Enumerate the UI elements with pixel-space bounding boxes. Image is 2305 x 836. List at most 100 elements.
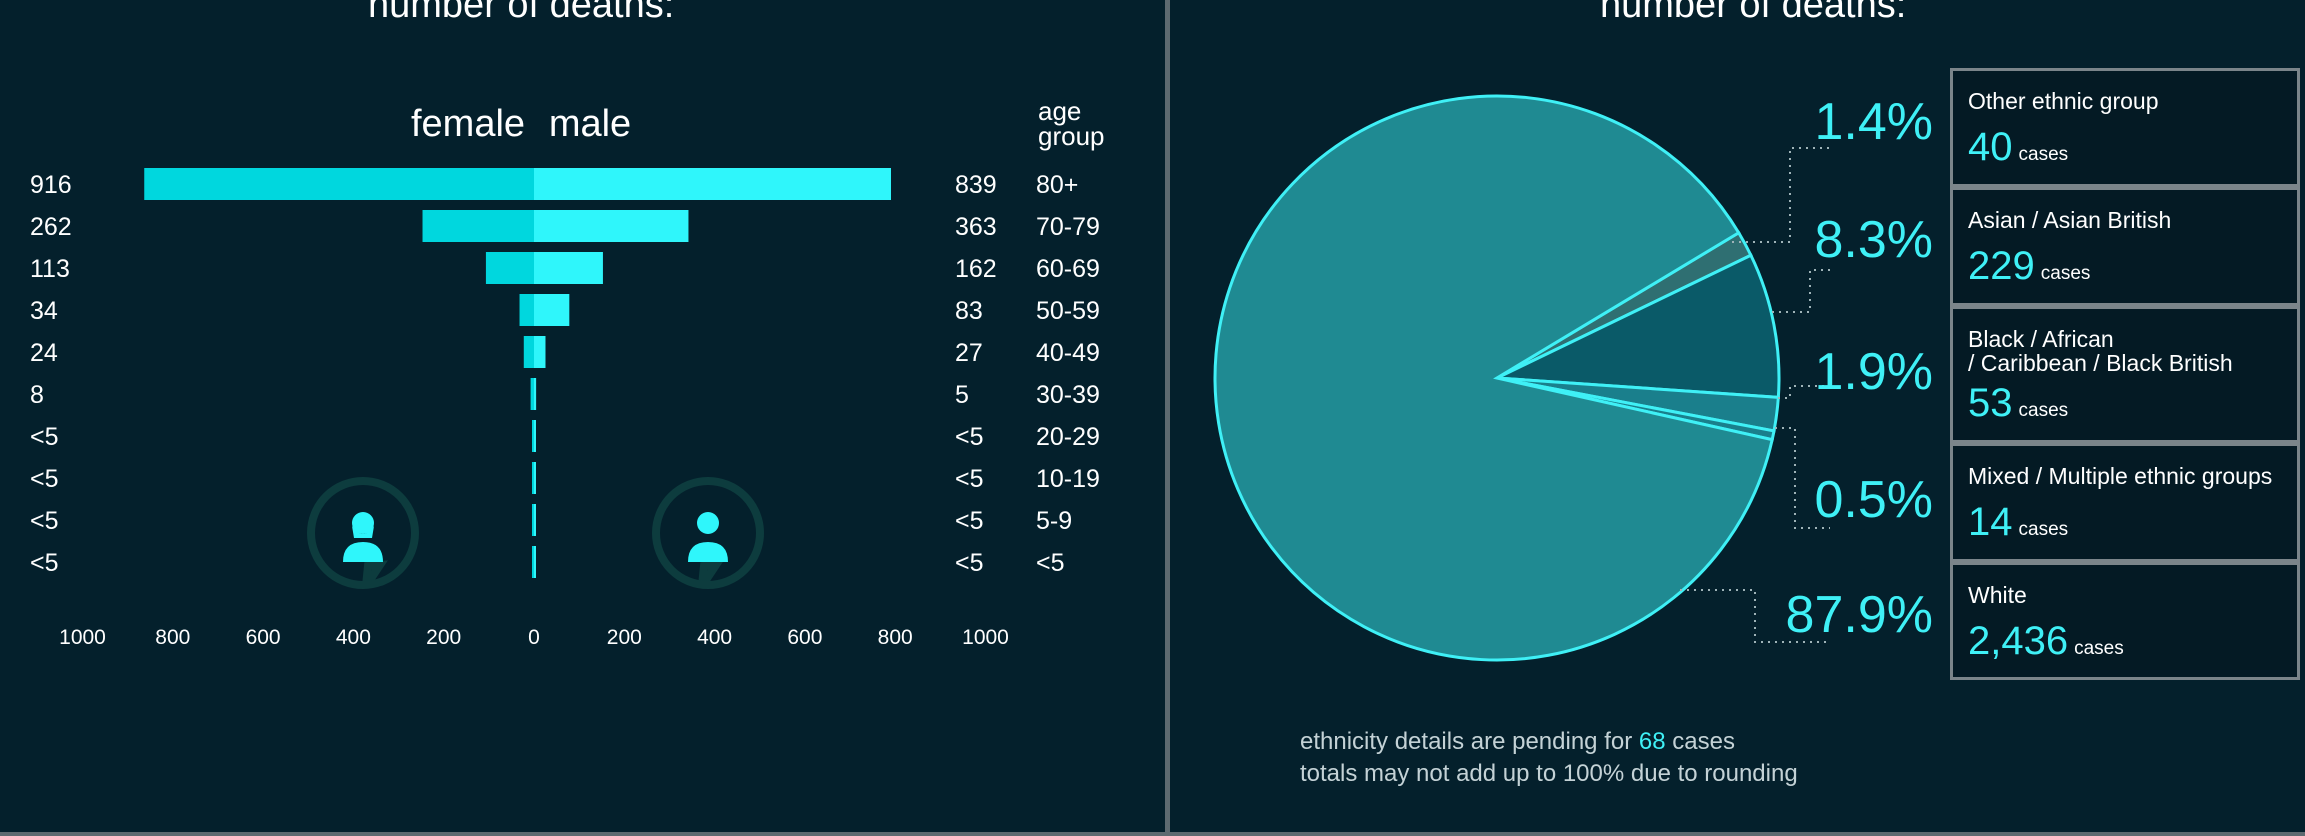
person-icons	[307, 477, 764, 589]
female-value-label: 8	[30, 381, 44, 409]
percent-label: 8.3%	[1814, 211, 1933, 269]
legend-unit: cases	[2040, 263, 2091, 284]
male-bar	[534, 546, 536, 578]
male-value-label: 839	[955, 171, 997, 199]
female-bar	[519, 294, 534, 326]
x-tick-label: 800	[878, 626, 913, 649]
legend-count: 2,436 cases	[1968, 619, 2124, 663]
legend-entry: Mixed / Multiple ethnic groups 14 cases	[1950, 443, 2300, 562]
age-group-label: 80+	[1036, 171, 1078, 199]
female-value-label: 113	[30, 255, 70, 283]
male-bar	[534, 378, 537, 410]
pie-slice	[1491, 253, 1781, 399]
age-group-label: 40-49	[1036, 339, 1100, 367]
leader-line	[1778, 385, 1830, 399]
legend-entry: Black / African / Caribbean / Black Briti…	[1950, 306, 2300, 443]
male-series-label: male	[549, 103, 631, 145]
female-value-label: 262	[30, 213, 72, 241]
legend-entry: Asian / Asian British 229 cases	[1950, 187, 2300, 306]
pending-note: ethnicity details are pending for 68 cas…	[1300, 728, 1735, 756]
legend-category-name: Black / African / Caribbean / Black Briti…	[1968, 326, 2233, 376]
legend-count: 14 cases	[1968, 500, 2069, 544]
male-value-label: 83	[955, 297, 983, 325]
age-group-label: 50-59	[1036, 297, 1100, 325]
left-panel	[0, 0, 1165, 832]
male-value-label: <5	[955, 423, 984, 451]
age-group-label: 10-19	[1036, 465, 1100, 493]
male-value-label: <5	[955, 549, 984, 577]
female-bar	[532, 546, 534, 578]
legend-count: 229 cases	[1968, 244, 2091, 288]
female-bar	[485, 252, 534, 284]
age-group-header: age group	[1038, 96, 1105, 151]
x-tick-label: 200	[426, 626, 461, 649]
percent-label: 1.9%	[1814, 343, 1933, 401]
x-tick-label: 1000	[962, 626, 1009, 649]
ethnicity-pie-chart	[1213, 94, 1830, 662]
female-series-label: female	[411, 103, 525, 145]
pie-slice	[1213, 94, 1774, 662]
leader-line	[1772, 269, 1830, 313]
age-group-label: 60-69	[1036, 255, 1100, 283]
male-value-label: <5	[955, 465, 984, 493]
male-bar	[534, 294, 570, 326]
female-bar	[532, 462, 534, 494]
x-tick-label: 800	[155, 626, 190, 649]
percent-label: 1.4%	[1814, 93, 1933, 151]
pending-count: 68	[1638, 728, 1666, 755]
female-value-label: <5	[30, 423, 59, 451]
bottom-divider	[0, 832, 2305, 836]
female-value-label: 34	[30, 297, 58, 325]
leader-line	[1732, 147, 1830, 243]
male-bar	[534, 210, 689, 242]
right-heading: number of deaths:	[1600, 0, 1907, 26]
age-group-label: <5	[1036, 549, 1065, 577]
x-tick-label: 600	[246, 626, 281, 649]
x-tick-label: 1000	[59, 626, 106, 649]
leader-line	[1775, 427, 1830, 529]
legend-category-name: White	[1968, 582, 2027, 608]
female-person-icon	[307, 477, 419, 589]
male-value-label: 363	[955, 213, 997, 241]
age-group-label: 70-79	[1036, 213, 1100, 241]
legend-unit: cases	[2018, 519, 2069, 540]
pending-note-suffix: cases	[1672, 728, 1735, 755]
x-tick-label: 600	[787, 626, 822, 649]
panel-divider	[1165, 0, 1170, 836]
age-group-label: 20-29	[1036, 423, 1100, 451]
rounding-note: totals may not add up to 100% due to rou…	[1300, 760, 1798, 787]
legend-category-name: Asian / Asian British	[1968, 207, 2172, 233]
legend-unit: cases	[2018, 144, 2069, 165]
male-bar	[534, 504, 536, 536]
percent-label: 0.5%	[1814, 471, 1933, 529]
age-group-label: 30-39	[1036, 381, 1100, 409]
legend-count: 40 cases	[1968, 125, 2069, 169]
legend-category-name: Other ethnic group	[1968, 88, 2159, 114]
female-bar	[532, 420, 534, 452]
female-bar	[422, 210, 534, 242]
legend-unit: cases	[2074, 638, 2124, 659]
female-value-label: <5	[30, 549, 59, 577]
male-bar	[534, 252, 603, 284]
female-bar	[530, 378, 534, 410]
legend-entry: White 2,436 cases	[1950, 562, 2300, 680]
legend-count: 53 cases	[1968, 381, 2069, 425]
x-tick-label: 0	[528, 626, 540, 649]
female-bar	[523, 336, 534, 368]
male-bar	[534, 336, 546, 368]
male-value-label: 5	[955, 381, 969, 409]
pending-note-prefix: ethnicity details are pending for	[1300, 728, 1633, 755]
x-tick-label: 400	[697, 626, 732, 649]
female-value-label: <5	[30, 507, 59, 535]
male-bar	[534, 168, 891, 200]
legend-category-name: Mixed / Multiple ethnic groups	[1968, 463, 2273, 489]
female-bar	[532, 504, 534, 536]
male-person-icon	[652, 477, 764, 589]
age-pyramid-chart: female male age group 916 839 80+ 262 363 70-7…	[30, 96, 1105, 649]
legend-entry: Other ethnic group 40 cases	[1950, 68, 2300, 187]
female-bar	[144, 168, 534, 200]
male-value-label: 162	[955, 255, 997, 283]
percent-label: 87.9%	[1785, 586, 1933, 644]
x-tick-label: 400	[336, 626, 371, 649]
left-heading: number of deaths:	[368, 0, 675, 26]
